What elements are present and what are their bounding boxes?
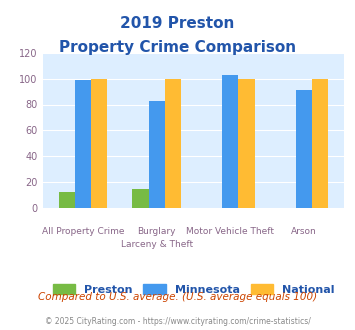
Text: Property Crime Comparison: Property Crime Comparison [59, 40, 296, 54]
Text: Arson: Arson [291, 227, 317, 236]
Text: Burglary: Burglary [137, 227, 176, 236]
Bar [222, 75, 238, 208]
Text: Compared to U.S. average. (U.S. average equals 100): Compared to U.S. average. (U.S. average … [38, 292, 317, 302]
Bar [149, 101, 165, 208]
Bar [296, 90, 312, 208]
Bar [91, 79, 107, 208]
Bar [165, 79, 181, 208]
Bar [312, 79, 328, 208]
Bar [75, 80, 91, 208]
Text: 2019 Preston: 2019 Preston [120, 16, 235, 31]
Text: Motor Vehicle Theft: Motor Vehicle Theft [186, 227, 274, 236]
Text: © 2025 CityRating.com - https://www.cityrating.com/crime-statistics/: © 2025 CityRating.com - https://www.city… [45, 317, 310, 326]
Bar [238, 79, 255, 208]
Text: All Property Crime: All Property Crime [42, 227, 124, 236]
Legend: Preston, Minnesota, National: Preston, Minnesota, National [47, 279, 340, 301]
Bar [132, 188, 149, 208]
Bar [59, 192, 75, 208]
Text: Larceny & Theft: Larceny & Theft [121, 240, 193, 249]
